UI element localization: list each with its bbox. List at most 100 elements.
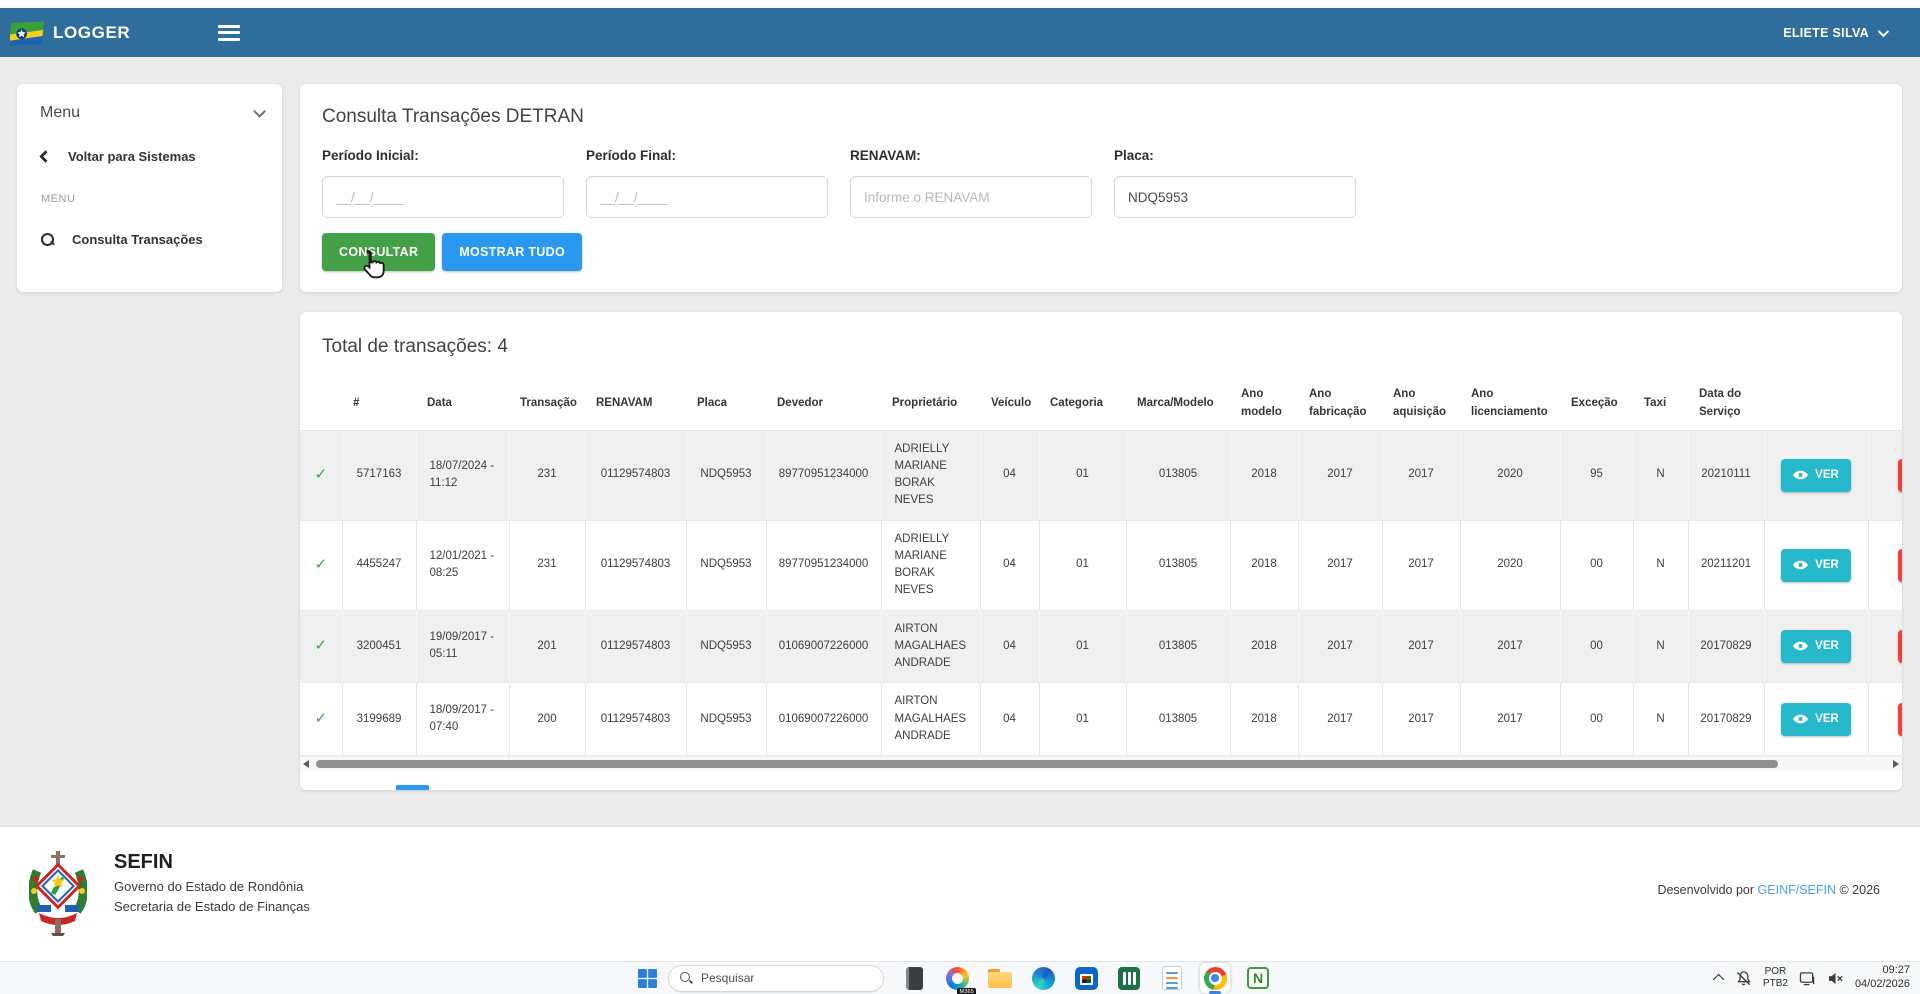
developed-by: Desenvolvido por GEINF/SEFIN © 2026 — [1657, 883, 1880, 897]
field-label: Período Final: — [586, 148, 850, 163]
cell-id: 5717163 — [342, 430, 416, 520]
actions-cell: VER — [1764, 610, 1868, 683]
column-header-actions — [1764, 378, 1868, 430]
field-label: Placa: — [1114, 148, 1378, 163]
cell-placa: NDQ5953 — [686, 520, 766, 610]
user-menu[interactable]: ELIETE SILVA — [1783, 26, 1886, 40]
ver-button[interactable]: VER — [1781, 630, 1851, 663]
table-wrap: #DataTransaçãoRENAVAMPlacaDevedorProprie… — [300, 378, 1902, 790]
notepad-icon[interactable] — [1157, 963, 1187, 993]
edge-browser-icon[interactable] — [1028, 963, 1058, 993]
column-header-check — [300, 378, 342, 430]
green-ledger-app-icon[interactable] — [1114, 963, 1144, 993]
cell-veiculo: 04 — [980, 520, 1039, 610]
column-header: Ano licenciamento — [1460, 378, 1560, 430]
placa-input[interactable] — [1114, 176, 1356, 218]
column-header: Taxi — [1633, 378, 1688, 430]
gear-button[interactable] — [1898, 630, 1902, 663]
scrollbar-thumb[interactable] — [316, 760, 1778, 768]
cell-data_servico: 20211201 — [1688, 520, 1764, 610]
taskbar-search[interactable]: Pesquisar — [668, 965, 884, 992]
ver-button[interactable]: VER — [1781, 703, 1851, 736]
ver-button[interactable]: VER — [1781, 459, 1851, 492]
sidebar-item-label: Voltar para Sistemas — [68, 149, 196, 164]
mostrar-tudo-button[interactable]: MOSTRAR TUDO — [442, 233, 582, 271]
cell-ano_aquisicao: 2017 — [1382, 520, 1460, 610]
sidebar-item-label: Consulta Transações — [72, 232, 203, 247]
cell-ano_licenciamento: 2020 — [1460, 430, 1560, 520]
table-row: ✓319968918/09/2017 - 07:4020001129574803… — [300, 683, 1902, 756]
cell-data: 12/01/2021 - 08:25 — [416, 520, 509, 610]
language-indicator[interactable]: POR PTB2 — [1763, 966, 1788, 990]
results-card: Total de transações: 4 #DataTransaçãoREN… — [300, 312, 1902, 790]
cell-ano_licenciamento: 2017 — [1460, 683, 1560, 756]
footer-org-line2: Secretaria de Estado de Finanças — [114, 899, 310, 914]
geinf-sefin-link[interactable]: GEINF/SEFIN — [1758, 883, 1836, 897]
cell-id: 4455247 — [342, 520, 416, 610]
system-tray: POR PTB2 09:27 04/02/2026 — [1716, 962, 1910, 994]
cell-data: 19/09/2017 - 05:11 — [416, 610, 509, 683]
scroll-right-arrow-icon[interactable] — [1893, 760, 1899, 768]
cell-ano_aquisicao: 2017 — [1382, 430, 1460, 520]
windows-start-button[interactable] — [638, 969, 657, 988]
cell-excecao: 00 — [1560, 683, 1633, 756]
microsoft-store-icon[interactable] — [1071, 963, 1101, 993]
gear-button[interactable] — [1898, 549, 1902, 582]
pagination-page-1[interactable]: 1 — [396, 785, 429, 790]
cell-ano_modelo: 2018 — [1230, 520, 1298, 610]
file-explorer-icon[interactable] — [985, 963, 1015, 993]
sidebar-item-voltar-sistemas[interactable]: Voltar para Sistemas — [17, 149, 282, 164]
gear-button[interactable] — [1898, 459, 1902, 492]
page-title: Consulta Transações DETRAN — [300, 84, 1902, 128]
actions-cell: VER — [1764, 520, 1868, 610]
sidebar: Menu Voltar para Sistemas MENU Consulta … — [17, 84, 282, 292]
tray-expand-icon[interactable] — [1713, 974, 1724, 985]
cell-placa: NDQ5953 — [686, 430, 766, 520]
consultar-button[interactable]: CONSULTAR — [322, 233, 435, 271]
column-header-actions — [1868, 378, 1902, 430]
page: LOGGER ELIETE SILVA Menu Voltar para Sis… — [0, 0, 1920, 994]
notepad-plus-plus-icon[interactable]: N — [1243, 963, 1273, 993]
cell-transacao: 201 — [509, 610, 585, 683]
brand: LOGGER — [0, 21, 130, 45]
chrome-browser-icon[interactable] — [1200, 963, 1230, 993]
cell-veiculo: 04 — [980, 430, 1039, 520]
cell-taxi: N — [1633, 683, 1688, 756]
table-row: ✓445524712/01/2021 - 08:2523101129574803… — [300, 520, 1902, 610]
language-code: POR — [1763, 966, 1788, 978]
sidebar-menu-header[interactable]: Menu — [17, 84, 282, 122]
hamburger-menu-icon[interactable] — [218, 25, 240, 41]
taskbar-clock[interactable]: 09:27 04/02/2026 — [1855, 964, 1910, 992]
field-label: Período Inicial: — [322, 148, 586, 163]
field-renavam: RENAVAM: — [850, 148, 1114, 218]
notifications-off-icon[interactable] — [1735, 970, 1752, 987]
renavam-input[interactable] — [850, 176, 1092, 218]
column-header: Placa — [686, 378, 766, 430]
scroll-left-arrow-icon[interactable] — [303, 760, 309, 768]
form-buttons: CONSULTAR MOSTRAR TUDO — [322, 233, 582, 271]
check-icon: ✓ — [314, 710, 327, 727]
m365-badge: M365 — [957, 988, 976, 994]
dark-window-app-icon[interactable] — [899, 963, 929, 993]
results-summary: Total de transações: 4 — [300, 312, 1902, 358]
horizontal-scrollbar — [300, 756, 1902, 771]
m365-copilot-icon[interactable]: M365 — [942, 963, 972, 993]
periodo-final-input[interactable] — [586, 176, 828, 218]
monitor-icon[interactable] — [1799, 971, 1816, 986]
sidebar-item-consulta-transacoes[interactable]: Consulta Transações — [17, 232, 282, 247]
status-cell: ✓ — [300, 520, 342, 610]
cell-transacao: 231 — [509, 520, 585, 610]
cell-proprietario: ADRIELLY MARIANE BORAK NEVES — [881, 520, 980, 610]
cell-ano_fabricacao: 2017 — [1298, 683, 1382, 756]
periodo-inicial-input[interactable] — [322, 176, 564, 218]
volume-muted-icon[interactable] — [1827, 971, 1844, 986]
gear-button[interactable] — [1898, 703, 1902, 736]
cell-excecao: 95 — [1560, 430, 1633, 520]
developed-by-prefix: Desenvolvido por — [1657, 883, 1754, 897]
taskbar-icons: M365 N — [899, 963, 1273, 993]
column-header: Categoria — [1039, 378, 1126, 430]
cell-ano_licenciamento: 2020 — [1460, 520, 1560, 610]
ver-button[interactable]: VER — [1781, 549, 1851, 582]
actions-cell: VER — [1764, 430, 1868, 520]
cell-data: 18/09/2017 - 07:40 — [416, 683, 509, 756]
